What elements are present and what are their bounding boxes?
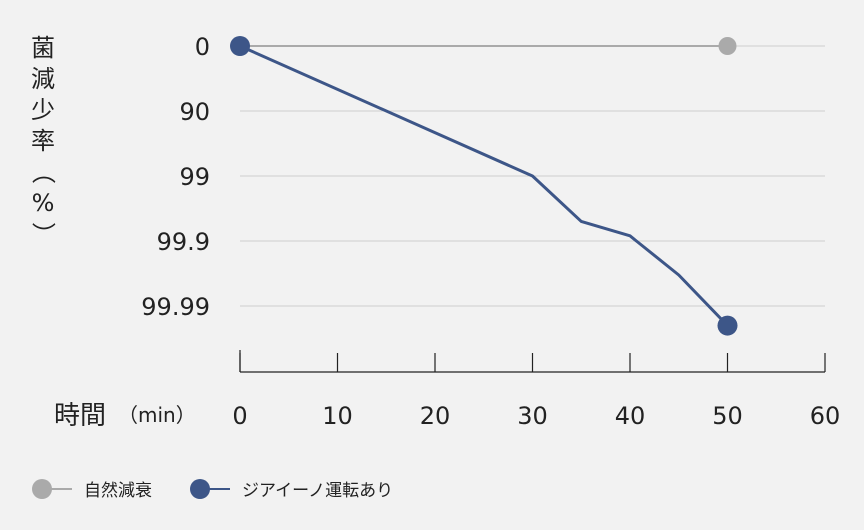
legend-item-ziaino: ジアイーノ運転あり: [190, 476, 393, 501]
x-tick-label: 30: [517, 402, 548, 430]
series-marker: [230, 36, 250, 56]
legend-item-natural-decay: 自然減衰: [32, 476, 152, 501]
x-tick-label: 60: [810, 402, 841, 430]
legend-label: 自然減衰: [84, 481, 152, 501]
y-label-char: 減: [31, 65, 55, 93]
legend-swatch-ziaino: [190, 478, 234, 500]
x-tick-label: 40: [615, 402, 646, 430]
series-marker: [718, 37, 737, 55]
y-label-char: 菌: [31, 34, 55, 62]
axes: [239, 350, 826, 373]
x-tick-label: 0: [232, 402, 247, 430]
series-group: [230, 36, 738, 336]
y-tick-label: 99: [179, 163, 210, 191]
y-label-char: 少: [31, 96, 55, 124]
series-marker: [717, 315, 738, 336]
legend-marker: [32, 478, 52, 499]
series-line: [239, 44, 729, 327]
y-label-char: ）: [29, 222, 57, 246]
x-tick-label: 10: [322, 402, 353, 430]
y-tick-label: 0: [195, 33, 210, 61]
legend-marker: [190, 478, 210, 499]
x-tick-label: 50: [712, 402, 743, 430]
y-tick-label: 99.9: [157, 228, 210, 256]
y-label-char: 率: [31, 127, 55, 155]
legend-swatch-natural-decay: [32, 478, 76, 500]
x-tick-labels: 0 10 20 30 40 50 60: [232, 402, 840, 430]
x-axis-unit: （min）: [118, 403, 196, 427]
legend-label: ジアイーノ運転あり: [242, 481, 394, 501]
x-axis-label: 時間: [54, 401, 106, 431]
y-tick-labels: 0 90 99 99.9 99.99: [141, 33, 210, 321]
y-label-char: （: [29, 160, 57, 184]
x-tick-label: 20: [420, 402, 451, 430]
legend: 自然減衰 ジアイーノ運転あり: [32, 476, 393, 501]
legend-line: [50, 487, 72, 490]
y-tick-label: 90: [179, 98, 210, 126]
y-tick-label: 99.99: [141, 293, 210, 321]
y-label-char: %: [32, 189, 55, 217]
legend-line: [208, 487, 230, 490]
